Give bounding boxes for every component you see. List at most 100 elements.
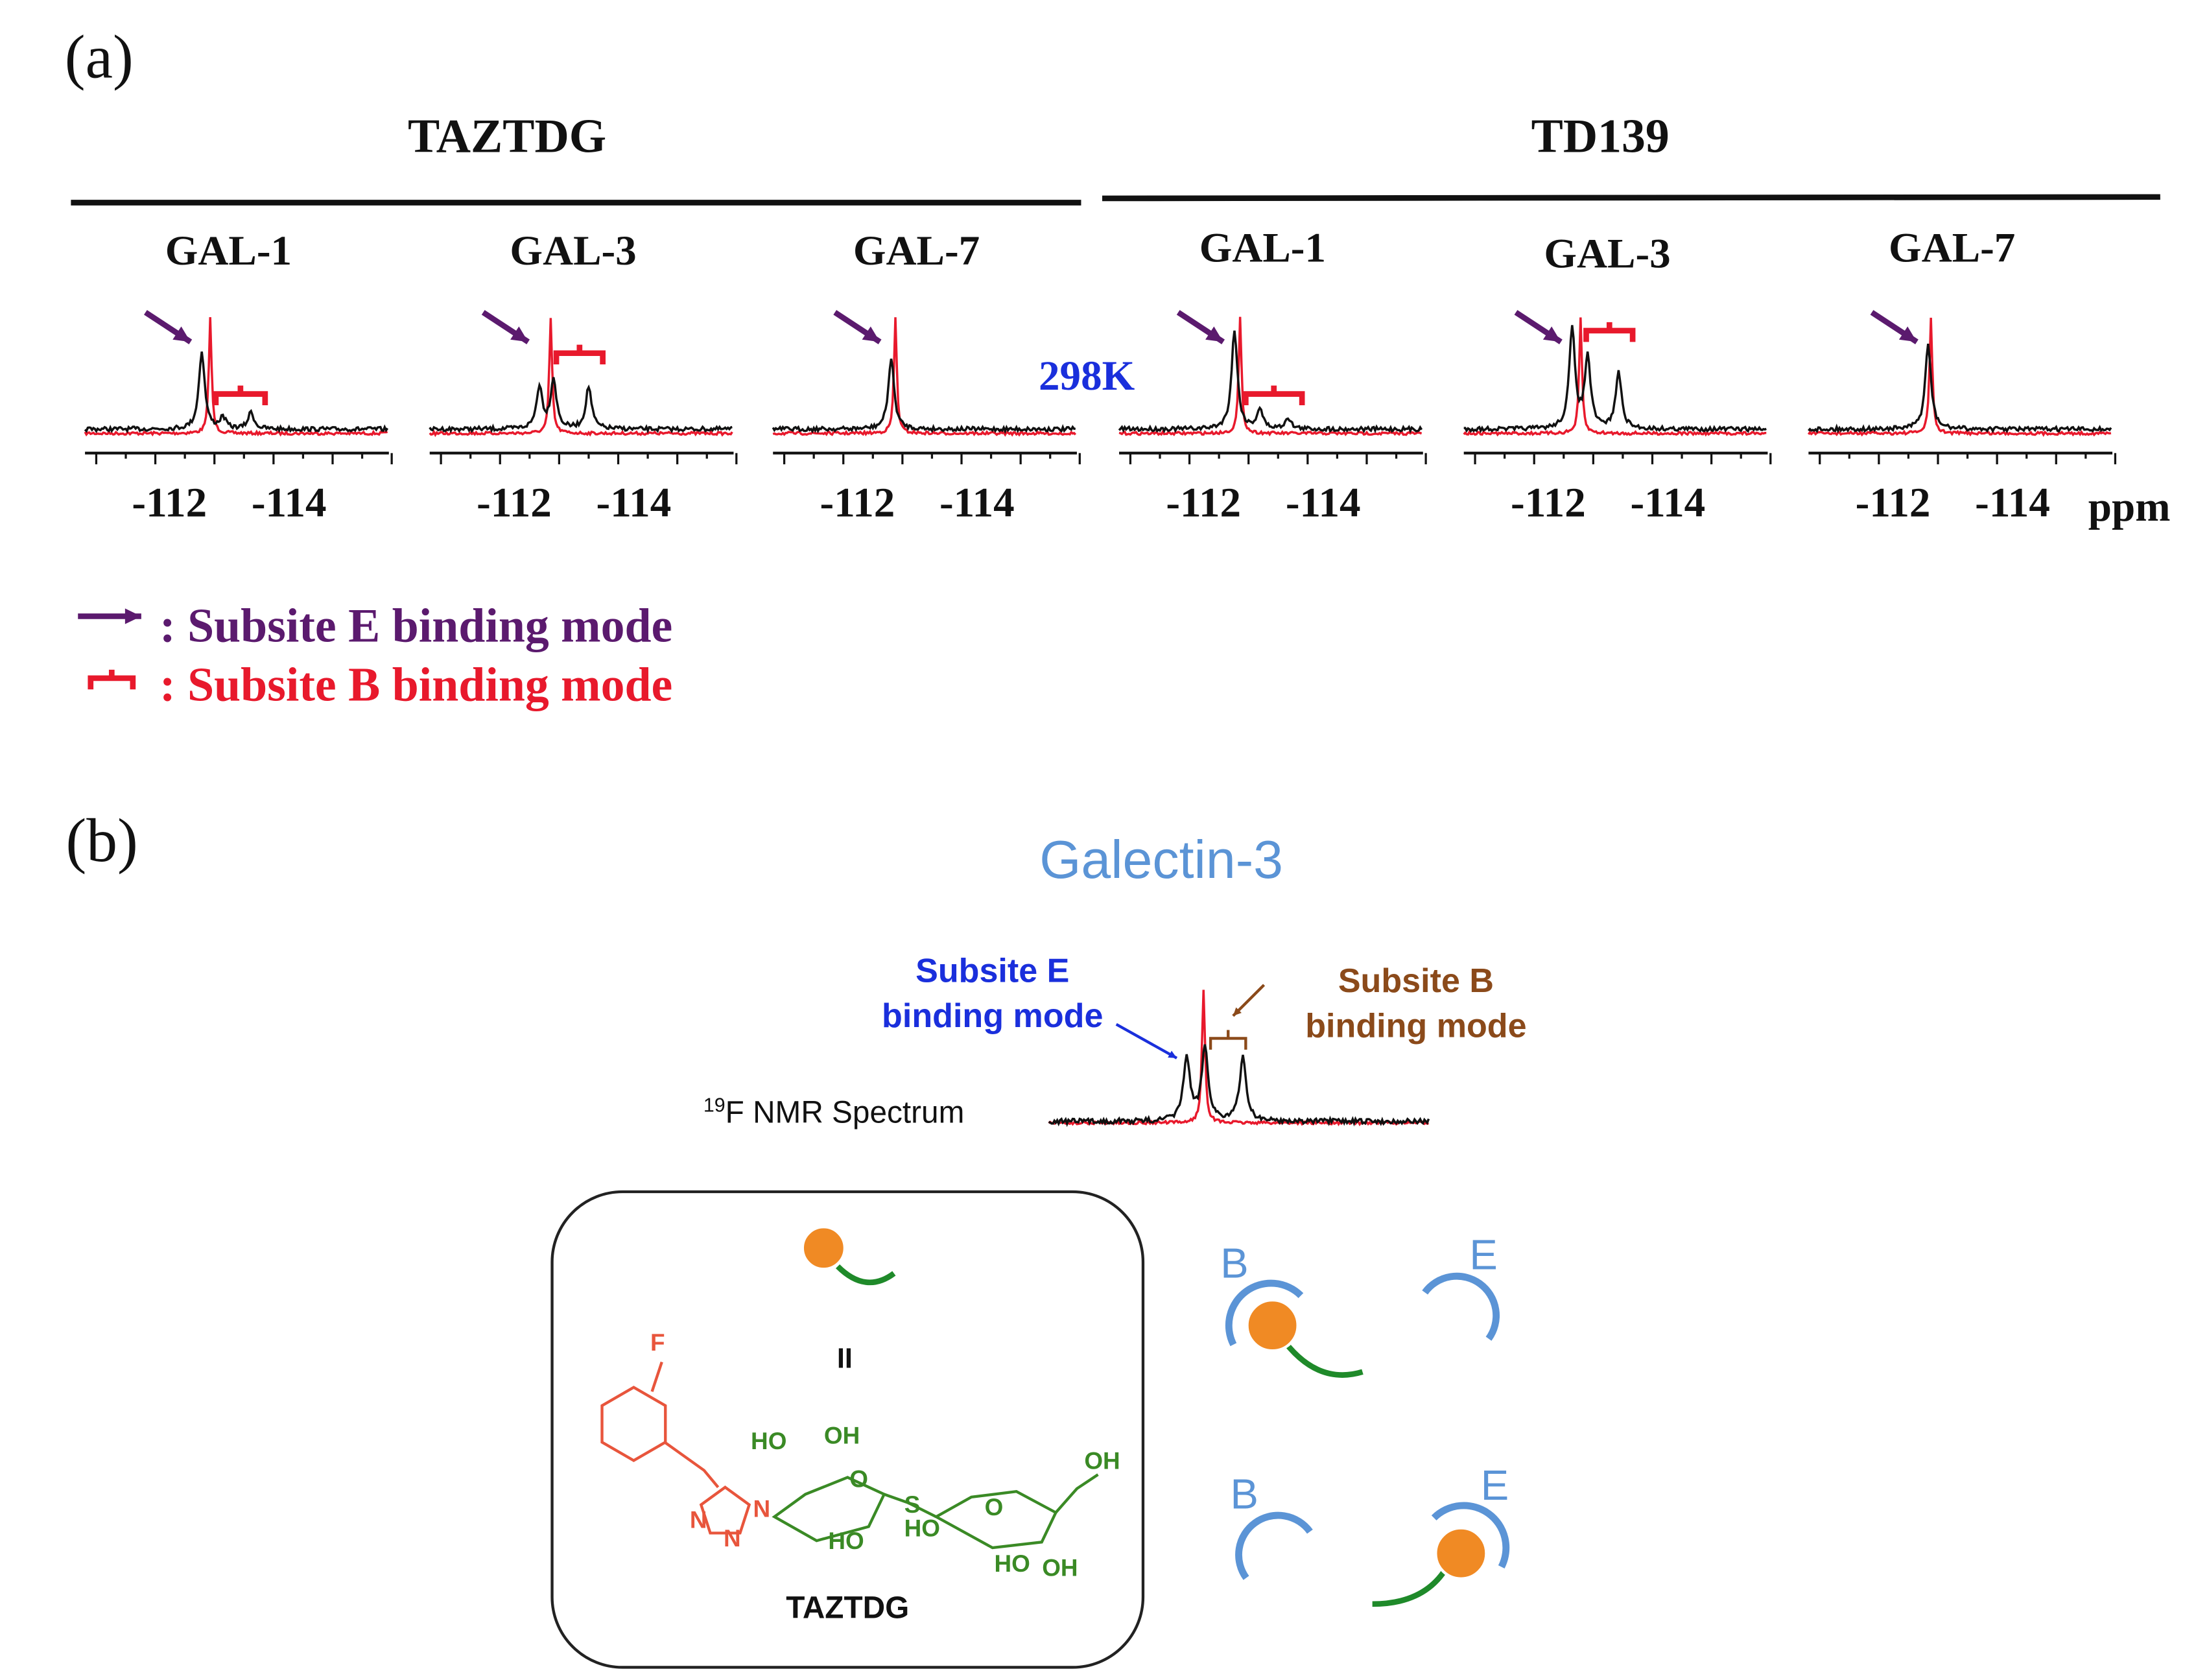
annotation: Subsite B	[1338, 962, 1494, 1000]
spectrum-trace	[1118, 330, 1423, 434]
tick-label: -112	[132, 479, 207, 526]
spectrum-trace	[84, 351, 389, 434]
bracket	[1209, 1030, 1247, 1050]
spectrum-title: GAL-1	[1199, 225, 1326, 272]
spectrum-title: GAL-3	[510, 228, 636, 274]
bond	[1054, 1473, 1099, 1514]
atom-label: F	[650, 1329, 665, 1356]
spectrum-trace	[1463, 325, 1767, 434]
bracket	[553, 344, 606, 365]
atom-label: O	[849, 1466, 868, 1493]
atom-label: N	[690, 1507, 707, 1533]
bond	[699, 1485, 751, 1535]
atom-label: HO	[904, 1515, 940, 1542]
compound-numeral: II	[837, 1343, 853, 1374]
spectrum-trace	[84, 317, 388, 437]
spectrum-title: GAL-7	[1889, 225, 2015, 272]
tick-label: -112	[1511, 479, 1586, 526]
annotation: Subsite E	[915, 952, 1069, 990]
group-title: TAZTDG	[408, 109, 606, 162]
bracket	[1583, 322, 1636, 342]
spectrum-trace	[1807, 317, 2112, 437]
atom-label: S	[904, 1491, 921, 1518]
legend-entry: : Subsite B binding mode	[159, 658, 672, 711]
subsite-pocket	[1422, 1273, 1500, 1341]
spectrum-trace	[429, 318, 733, 438]
tick-label: -114	[1975, 479, 2050, 526]
ligand-tail	[1372, 1560, 1452, 1607]
arrow-head	[172, 326, 191, 342]
bracket	[1243, 385, 1305, 405]
subsite-pocket	[1235, 1511, 1313, 1580]
subsite-letter: B	[1230, 1470, 1258, 1517]
tick-label: -112	[1856, 479, 1931, 526]
arrow-head	[862, 326, 880, 342]
subsite-pocket	[1225, 1279, 1304, 1347]
atom-label: HO	[751, 1428, 786, 1454]
panel-title: Galectin-3	[1039, 830, 1283, 890]
subsite-letter: E	[1469, 1231, 1497, 1278]
axis-unit: ppm	[2088, 484, 2171, 530]
legend-entry: : Subsite E binding mode	[159, 599, 672, 652]
ligand-tail	[835, 1264, 896, 1286]
ligand-head	[1246, 1298, 1299, 1353]
tick-label: -114	[252, 479, 327, 526]
spectrum-trace	[1048, 1044, 1430, 1128]
bond	[663, 1441, 720, 1489]
spectrum-trace	[1118, 316, 1423, 437]
atom-label: HO	[994, 1550, 1030, 1577]
panel-label: (a)	[65, 22, 134, 91]
label-text: F NMR Spectrum	[726, 1096, 965, 1130]
arrow-head	[510, 326, 528, 342]
tick-label: -112	[1166, 479, 1241, 526]
panel-label: (b)	[65, 806, 137, 875]
tick-label: -114	[1630, 479, 1705, 526]
subsite-pocket	[1431, 1502, 1510, 1569]
annotation: binding mode	[882, 997, 1103, 1035]
arrow-head	[1898, 326, 1917, 342]
spectrum-title: GAL-7	[853, 228, 980, 274]
spectrum-trace	[772, 359, 1076, 434]
atom-label: OH	[1042, 1554, 1078, 1581]
bond	[600, 1386, 667, 1462]
arrow-shaft	[1115, 1023, 1178, 1059]
spectrum-label: 19F NMR Spectrum	[703, 1094, 964, 1130]
atom-label: N	[724, 1525, 741, 1552]
subsite-letter: B	[1220, 1239, 1248, 1286]
bond	[883, 1493, 937, 1519]
spectrum-trace	[1463, 317, 1767, 437]
tick-label: -112	[477, 479, 552, 526]
bracket	[88, 669, 136, 690]
tick-label: -114	[596, 479, 672, 526]
spectrum-trace	[1808, 343, 2112, 434]
annotation: binding mode	[1305, 1007, 1526, 1045]
arrow-head	[1542, 326, 1561, 342]
ligand-head	[801, 1225, 847, 1271]
bracket	[213, 385, 268, 405]
subsite-letter: E	[1481, 1461, 1509, 1509]
spectrum-title: GAL-1	[165, 228, 292, 274]
compound-box	[550, 1190, 1145, 1669]
compound-name: TAZTDG	[786, 1591, 909, 1626]
tick-label: -114	[939, 479, 1015, 526]
ligand-head	[1434, 1526, 1488, 1580]
tick-label: -112	[820, 479, 895, 526]
atom-label: N	[753, 1495, 771, 1522]
arrow-head	[1233, 1007, 1242, 1016]
superscript: 19	[703, 1094, 726, 1116]
group-rule	[1102, 194, 2160, 202]
tick-label: -114	[1286, 479, 1361, 526]
atom-label: OH	[824, 1422, 860, 1449]
spectrum-trace	[772, 317, 1077, 437]
group-title: TD139	[1531, 109, 1670, 162]
atom-label: HO	[828, 1528, 864, 1554]
arrow-head	[1168, 1050, 1177, 1058]
arrow-head	[1205, 326, 1223, 342]
atom-label: OH	[1084, 1447, 1120, 1474]
atom-label: O	[985, 1494, 1004, 1520]
ligand-tail	[1279, 1334, 1364, 1378]
bond	[650, 1361, 663, 1392]
temperature-label: 298K	[1039, 353, 1135, 399]
